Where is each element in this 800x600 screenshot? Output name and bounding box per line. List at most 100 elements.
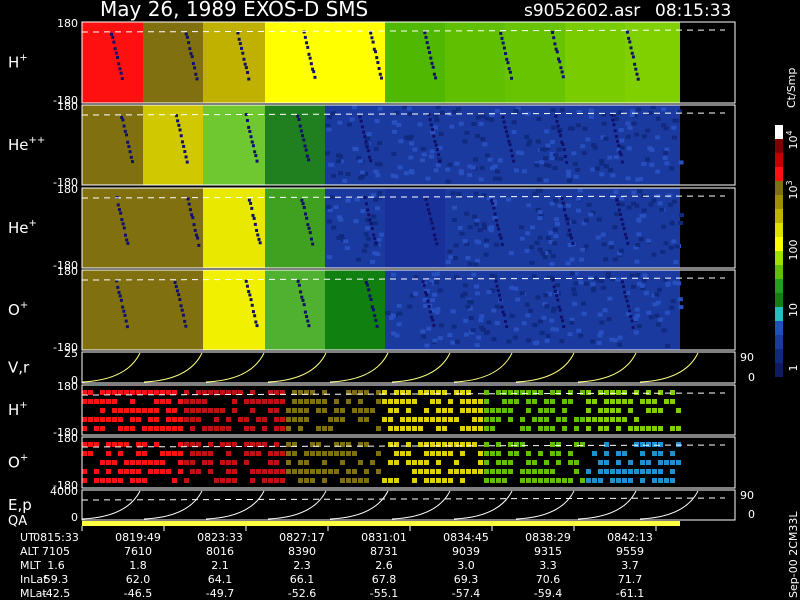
spectrogram-cell: [220, 478, 225, 483]
trace-dot: [494, 279, 498, 283]
spectrogram-cell: [485, 330, 491, 335]
trace-dot: [297, 118, 301, 122]
trace-dot: [563, 155, 567, 159]
spectrogram-cell: [544, 304, 550, 309]
spectrogram-cell: [599, 159, 605, 164]
trace-dot: [502, 120, 506, 124]
trace-dot: [434, 143, 438, 147]
spectrogram-cell: [226, 442, 231, 447]
spectrogram-cell: [528, 245, 534, 250]
trace-dot: [560, 140, 564, 144]
spectrogram-cell: [346, 399, 351, 404]
spectrogram-cell: [424, 469, 429, 474]
spectrogram-cell: [336, 235, 342, 240]
spectrogram-cell: [486, 196, 492, 201]
spectrogram-cell: [412, 478, 417, 483]
spectrogram-cell: [524, 302, 530, 307]
spectrogram-cell: [184, 399, 189, 404]
trace-dot: [184, 155, 188, 159]
row-value: 7105: [42, 545, 70, 558]
spectrogram-cell: [434, 310, 440, 315]
qa-label: QA: [8, 514, 27, 529]
spectrogram-cell: [508, 408, 513, 413]
spectrogram-cell: [479, 165, 485, 170]
spectrogram-cell: [142, 451, 147, 456]
spectrogram-cell: [625, 134, 631, 139]
spectrogram-cell: [94, 417, 99, 422]
spectrogram-cell: [470, 328, 476, 333]
trace-dot: [121, 222, 125, 226]
spectrogram-cell: [370, 460, 375, 465]
trace-dot: [181, 313, 185, 317]
spectrogram-cell: [394, 451, 399, 456]
spectrogram-cell: [454, 275, 460, 280]
spectrogram-cell: [616, 147, 622, 152]
spectrogram-cell: [588, 108, 594, 113]
trace-dot: [366, 208, 370, 212]
spectrogram-cell: [454, 417, 459, 422]
spectrogram-cell: [429, 278, 435, 283]
trace-dot: [622, 285, 626, 289]
spectrogram-cell: [491, 308, 497, 313]
spectrogram-cell: [508, 417, 513, 422]
spectrogram-cell: [424, 390, 429, 395]
spectrogram-cell: [607, 168, 613, 173]
spectrogram-cell: [512, 335, 518, 340]
spectrogram-cell: [541, 315, 547, 320]
spectrogram-cell: [551, 125, 557, 130]
trace-dot: [247, 198, 251, 202]
spectrogram-cell: [537, 235, 543, 240]
trace-dot: [256, 233, 260, 237]
spectrogram-cell: [328, 417, 333, 422]
spectrogram-cell: [513, 108, 519, 113]
spectrogram-cell: [338, 159, 344, 164]
spectrogram-cell: [445, 167, 451, 172]
dashed-line: [81, 29, 726, 33]
trace-dot: [559, 134, 563, 138]
trace-dot: [190, 213, 194, 217]
spectrogram-cell: [375, 252, 381, 257]
spectrogram-cell: [232, 478, 237, 483]
row-value: 0815:33: [33, 531, 79, 544]
spectrogram-cell: [482, 225, 488, 230]
trace-dot: [428, 212, 432, 216]
trace-dot: [179, 134, 183, 138]
spectrogram-cell: [298, 417, 303, 422]
spectrogram-cell: [664, 147, 670, 152]
trace-dot: [194, 72, 198, 76]
spectrogram-cell: [576, 110, 582, 115]
spectrogram-cell: [130, 469, 135, 474]
trace-dot: [303, 310, 307, 314]
spectrogram-cell: [664, 399, 669, 404]
spectrogram-cell: [524, 134, 530, 139]
trace-dot: [631, 325, 635, 329]
trace-dot: [244, 66, 248, 70]
spectrogram-cell: [509, 285, 515, 290]
trace-dot: [182, 144, 186, 148]
trace-dot: [249, 201, 253, 205]
spectrogram-cell: [568, 460, 573, 465]
spectrogram-cell: [497, 176, 503, 181]
spectrogram-cell: [496, 390, 501, 395]
spectrogram-cell: [339, 234, 345, 239]
spectrogram-cell: [226, 451, 231, 456]
spectrogram-cell: [304, 417, 309, 422]
spectrogram-cell: [508, 399, 513, 404]
trace-dot: [305, 216, 309, 220]
spectrogram-cell: [160, 469, 165, 474]
spectrogram-cell: [616, 426, 621, 431]
spectrogram-cell: [460, 451, 465, 456]
spectrogram-cell: [208, 469, 213, 474]
spectrogram-cell: [394, 110, 400, 115]
spectrogram-cell: [337, 154, 343, 159]
trace-dot: [629, 314, 633, 318]
spectrogram-cell: [331, 225, 337, 230]
spectrogram-block: [82, 105, 143, 185]
spectrogram-cell: [274, 478, 279, 483]
spectrogram-cell: [535, 295, 541, 300]
spectrogram-cell: [447, 249, 453, 254]
trace-dot: [431, 65, 435, 69]
spectrogram-cell: [142, 460, 147, 465]
panel-label-text: He: [8, 219, 29, 237]
spectrogram-cell: [292, 399, 297, 404]
